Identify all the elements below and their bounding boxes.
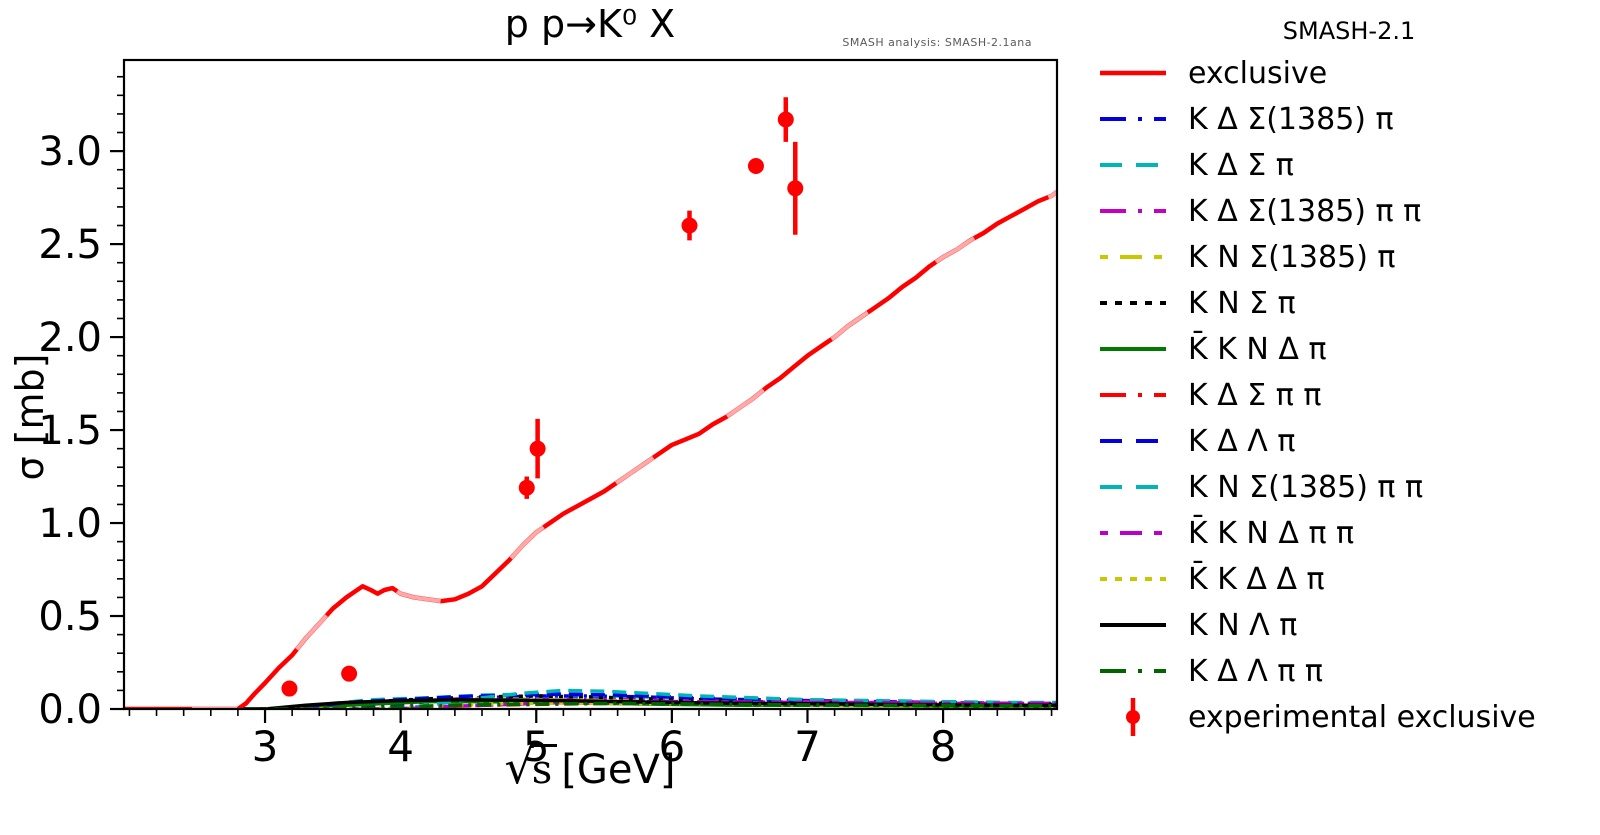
y-axis-label: σ [mb]: [8, 353, 52, 481]
legend-item-label: K̄ K N Δ π π: [1188, 515, 1355, 551]
experimental-points: [281, 97, 804, 697]
y-tick-label: 0.0: [38, 687, 102, 733]
legend-item-11: K̄ K Δ Δ π: [1098, 556, 1600, 602]
y-tick-label: 2.0: [38, 315, 102, 361]
x-axis-ticks: 3 4 5 6 7 8: [128, 709, 1053, 771]
curves-group: [124, 190, 1057, 709]
y-tick-label: 3.0: [38, 129, 102, 175]
legend-item-label: K N Λ π: [1188, 607, 1298, 643]
y-tick-label: 1.5: [38, 408, 102, 454]
sqrt-radicand: s: [529, 744, 558, 793]
legend-item-label: K̄ K Δ Δ π: [1188, 561, 1325, 597]
legend-item-0: exclusive: [1098, 50, 1600, 96]
legend-item-6: K̄ K N Δ π: [1098, 326, 1600, 372]
legend: SMASH-2.1 exclusive K Δ Σ(1385) π K Δ Σ π K…: [1098, 12, 1600, 740]
legend-item-10: K̄ K N Δ π π: [1098, 510, 1600, 556]
exclusive-curve: [124, 190, 1057, 709]
legend-marker-sample: [1126, 710, 1140, 724]
chart-title: p p→K⁰ X: [504, 2, 676, 46]
legend-item-label: K Δ Σ π: [1188, 147, 1294, 183]
legend-item-1: K Δ Σ(1385) π: [1098, 96, 1600, 142]
legend-item-label: K Δ Σ π π: [1188, 377, 1322, 413]
exclusive-curve-overlay: [124, 190, 1057, 709]
x-tick-label: 6: [658, 722, 685, 771]
legend-item-label: exclusive: [1188, 55, 1328, 91]
x-tick-label: 8: [930, 722, 957, 771]
y-tick-label: 0.5: [38, 594, 102, 640]
experimental-point: [529, 440, 546, 457]
experimental-point: [681, 217, 698, 234]
experimental-point: [777, 111, 794, 128]
legend-item-label: K Δ Λ π π: [1188, 653, 1323, 689]
sqrt-radical-sign: √: [504, 740, 534, 794]
legend-item-label: experimental exclusive: [1188, 699, 1536, 735]
channel-curve: [129, 688, 1057, 709]
x-tick-label: 4: [387, 722, 414, 771]
x-axis-label: √s [GeV]: [260, 740, 920, 794]
experimental-point: [747, 157, 764, 174]
legend-item-label: K N Σ π: [1188, 285, 1296, 321]
channel-curve: [129, 697, 1057, 709]
legend-item-5: K N Σ π: [1098, 280, 1600, 326]
legend-item-label: K̄ K N Δ π: [1188, 331, 1327, 367]
y-tick-label: 2.5: [38, 222, 102, 268]
legend-title: SMASH-2.1: [1282, 17, 1416, 45]
plot-frame: [122, 58, 1059, 711]
legend-item-9: K N Σ(1385) π π: [1098, 464, 1600, 510]
x-tick-label: 7: [794, 722, 821, 771]
channel-curve: [129, 701, 1057, 709]
legend-item-12: K N Λ π: [1098, 602, 1600, 648]
y-tick-label: 1.0: [38, 501, 102, 547]
experimental-point: [281, 680, 298, 697]
watermark-text: SMASH analysis: SMASH-2.1ana: [842, 36, 1032, 49]
experimental-point: [787, 180, 804, 197]
legend-item-2: K Δ Σ π: [1098, 142, 1600, 188]
legend-item-label: K N Σ(1385) π π: [1188, 469, 1424, 505]
legend-item-label: K Δ Λ π: [1188, 423, 1296, 459]
legend-item-label: K Δ Σ(1385) π π: [1188, 193, 1422, 229]
legend-item-13: K Δ Λ π π: [1098, 648, 1600, 694]
experimental-point: [341, 665, 358, 682]
legend-item-4: K N Σ(1385) π: [1098, 234, 1600, 280]
x-tick-label: 5: [523, 722, 550, 771]
y-axis-ticks: 0.0 0.5 1.0 1.5 2.0 2.5 3.0: [38, 75, 124, 733]
legend-item-7: K Δ Σ π π: [1098, 372, 1600, 418]
legend-item-3: K Δ Σ(1385) π π: [1098, 188, 1600, 234]
x-tick-label: 3: [252, 722, 279, 771]
legend-rows: exclusive K Δ Σ(1385) π K Δ Σ π K Δ Σ(1385)…: [1098, 50, 1600, 740]
legend-item-label: K N Σ(1385) π: [1188, 239, 1396, 275]
legend-item-14: experimental exclusive: [1098, 694, 1600, 740]
x-axis-unit: [GeV]: [561, 747, 676, 793]
legend-item-8: K Δ Λ π: [1098, 418, 1600, 464]
legend-item-label: K Δ Σ(1385) π: [1188, 101, 1394, 137]
experimental-point: [518, 479, 535, 496]
